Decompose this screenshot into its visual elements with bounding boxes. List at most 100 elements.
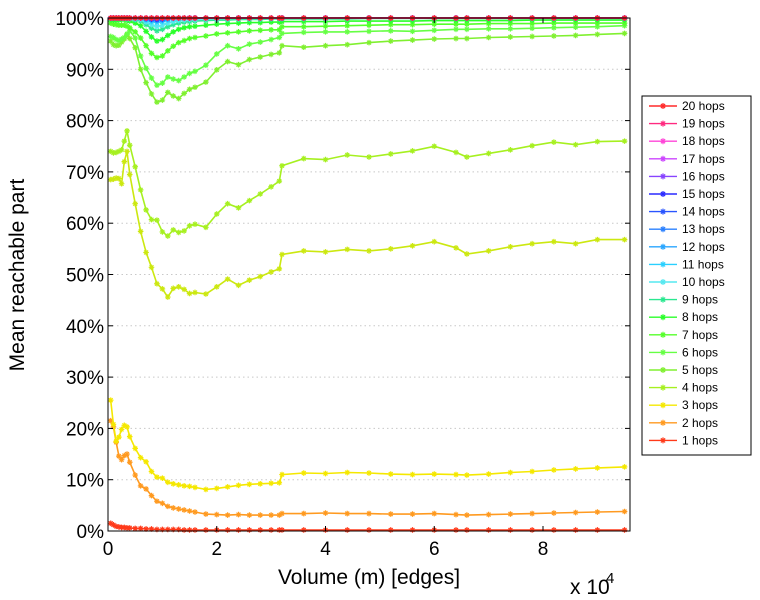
series-line bbox=[110, 130, 625, 238]
series-point bbox=[279, 510, 285, 517]
series-0-hops bbox=[107, 520, 628, 533]
series-point bbox=[529, 527, 535, 533]
series-point bbox=[165, 233, 171, 239]
series-point bbox=[121, 22, 128, 28]
legend-label: 7 hops bbox=[682, 328, 718, 342]
series-point bbox=[137, 525, 144, 532]
series-point bbox=[148, 34, 155, 40]
series-point bbox=[126, 24, 133, 31]
series-point bbox=[126, 28, 133, 34]
series-point bbox=[137, 228, 144, 235]
series-point bbox=[175, 26, 182, 33]
series-point bbox=[246, 56, 253, 63]
series-point bbox=[572, 527, 579, 533]
series-point bbox=[257, 273, 264, 280]
series-point bbox=[175, 506, 182, 512]
series-point bbox=[224, 42, 231, 49]
series-point bbox=[148, 264, 155, 271]
series-point bbox=[110, 421, 117, 428]
series-point bbox=[170, 21, 177, 28]
series-point bbox=[224, 484, 231, 490]
legend-item: 9 hops bbox=[649, 293, 718, 307]
series-point bbox=[594, 138, 601, 145]
legend-item: 7 hops bbox=[649, 328, 718, 342]
series-point bbox=[148, 216, 155, 223]
series-point bbox=[181, 37, 187, 44]
legend-label: 19 hops bbox=[682, 117, 725, 131]
series-point bbox=[159, 500, 166, 507]
series-point bbox=[594, 23, 601, 30]
series-point bbox=[268, 512, 274, 518]
legend-label: 12 hops bbox=[682, 240, 725, 254]
series-point bbox=[170, 43, 177, 50]
series-point bbox=[257, 39, 264, 45]
legend-marker bbox=[660, 243, 666, 250]
series-point bbox=[203, 33, 209, 39]
series-point bbox=[453, 471, 459, 478]
series-point bbox=[143, 486, 149, 492]
series-point bbox=[107, 38, 114, 44]
series-point bbox=[224, 58, 231, 65]
series-point bbox=[431, 21, 438, 27]
legend-label: 3 hops bbox=[682, 398, 718, 412]
legend-marker bbox=[660, 402, 666, 409]
series-point bbox=[121, 422, 128, 429]
series-point bbox=[143, 28, 149, 35]
y-tick-label: 90% bbox=[66, 60, 104, 81]
series-point bbox=[322, 249, 329, 255]
series-point bbox=[159, 286, 166, 292]
legend-item: 17 hops bbox=[649, 152, 725, 166]
series-point bbox=[387, 246, 394, 252]
series-point bbox=[213, 51, 220, 57]
x-tick-label: 6 bbox=[429, 539, 440, 560]
series-point bbox=[107, 33, 114, 40]
series-point bbox=[165, 479, 171, 486]
legend-label: 6 hops bbox=[682, 345, 718, 359]
series-line bbox=[109, 400, 625, 491]
series-point bbox=[213, 211, 220, 217]
series-point bbox=[300, 510, 307, 517]
series-point bbox=[165, 294, 171, 300]
legend-item: 11 hops bbox=[649, 257, 724, 271]
series-point bbox=[322, 510, 329, 516]
series-point bbox=[116, 175, 122, 182]
series-point bbox=[344, 22, 351, 29]
series-point bbox=[170, 481, 177, 487]
x-tick-label: 8 bbox=[538, 539, 549, 560]
series-point bbox=[159, 26, 166, 33]
series-5-hops bbox=[107, 30, 628, 105]
series-point bbox=[116, 453, 122, 459]
series-point bbox=[276, 34, 283, 41]
series-point bbox=[453, 26, 459, 33]
series-point bbox=[192, 23, 198, 30]
series-point bbox=[529, 20, 535, 27]
series-point bbox=[175, 77, 182, 84]
series-point bbox=[485, 248, 492, 254]
series-point bbox=[322, 29, 329, 35]
series-point bbox=[507, 34, 514, 40]
series-point bbox=[464, 527, 470, 533]
legend-item: 6 hops bbox=[649, 345, 718, 359]
series-point bbox=[203, 486, 209, 493]
legend-item: 5 hops bbox=[649, 363, 718, 377]
series-point bbox=[268, 36, 274, 43]
series-point bbox=[143, 65, 149, 72]
series-point bbox=[124, 424, 130, 430]
series-point bbox=[154, 474, 160, 480]
y-tick-label: 50% bbox=[66, 266, 104, 287]
series-point bbox=[485, 511, 492, 518]
series-point bbox=[257, 527, 264, 533]
series-point bbox=[224, 276, 231, 282]
series-point bbox=[322, 470, 329, 477]
series-point bbox=[235, 527, 242, 533]
series-point bbox=[409, 28, 416, 35]
series-point bbox=[431, 36, 438, 42]
legend-label: 17 hops bbox=[682, 152, 725, 166]
series-point bbox=[246, 481, 253, 488]
series-point bbox=[181, 527, 187, 533]
series-point bbox=[192, 68, 198, 75]
series-point bbox=[366, 248, 372, 254]
series-point bbox=[159, 22, 166, 28]
series-point bbox=[121, 138, 128, 144]
series-point bbox=[181, 74, 187, 80]
